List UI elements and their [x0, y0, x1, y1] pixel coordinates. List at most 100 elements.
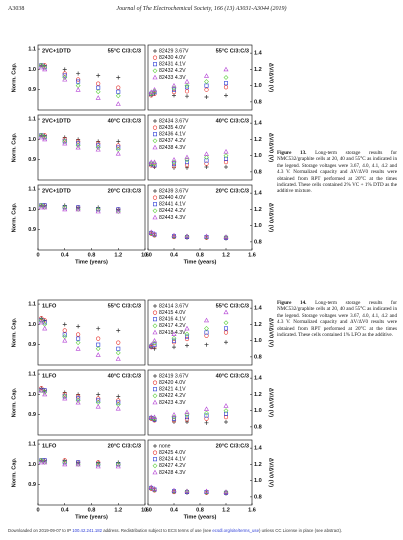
marker	[185, 94, 189, 99]
x-tick-label: 0.8	[88, 252, 96, 258]
condition-label: 40°C C/3:C/3	[108, 373, 141, 379]
marker	[62, 393, 68, 399]
marker	[148, 484, 154, 490]
marker	[95, 145, 101, 150]
legend-entry: 82429 3.67V	[159, 48, 189, 54]
condition-label: 40°C C/3:C/3	[216, 118, 249, 124]
marker	[223, 234, 229, 240]
marker	[152, 329, 158, 335]
condition-label: 20°C C/3:C/3	[216, 443, 249, 449]
marker	[62, 75, 68, 80]
legend-entry: 82437 4.2V	[159, 138, 186, 144]
marker	[224, 165, 228, 169]
marker	[75, 340, 81, 346]
y2-tick-label: 1.0	[254, 223, 262, 229]
marker	[152, 450, 158, 455]
marker	[62, 71, 67, 76]
x-tick-label: 0	[36, 507, 39, 513]
marker	[42, 134, 48, 140]
y-tick-label: 0.9	[28, 482, 36, 488]
legend-entry: none	[159, 443, 171, 449]
legend-entry: 82443 4.3V	[159, 215, 186, 221]
footer-text: address. Redistribution subject to ECS t…	[102, 528, 213, 533]
x-tick-label: 1.6	[141, 252, 149, 258]
marker	[172, 87, 177, 92]
marker	[62, 67, 67, 72]
y-tick-label: 1.0	[28, 207, 36, 213]
legend-entry: 82415 4.0V	[159, 310, 186, 316]
legend-entry: 82417 4.2V	[159, 323, 186, 329]
marker	[76, 71, 81, 76]
x-axis-label: Time (years)	[184, 514, 217, 520]
legend-entry: 82414 3.67V	[159, 303, 189, 309]
marker	[203, 233, 210, 239]
marker	[96, 73, 101, 78]
marker	[62, 204, 68, 210]
marker	[148, 159, 154, 165]
marker	[38, 319, 44, 325]
marker	[75, 346, 81, 351]
marker	[95, 346, 101, 352]
y2-tick-label: 1.4	[254, 376, 263, 382]
marker	[223, 309, 229, 315]
page-number: A3038	[8, 6, 25, 12]
marker	[115, 93, 121, 99]
marker	[62, 322, 67, 327]
marker	[151, 414, 158, 420]
marker	[185, 160, 190, 165]
marker	[75, 398, 81, 403]
marker	[116, 143, 121, 148]
x-tick-label: 1.2	[222, 252, 230, 258]
x-tick-label: 0.8	[88, 507, 96, 513]
marker	[116, 400, 121, 405]
y-tick-label: 1.0	[28, 322, 36, 328]
marker	[42, 320, 47, 325]
marker	[184, 325, 190, 331]
marker	[76, 205, 81, 210]
footer-link[interactable]: ecsdl.org/site/terms_use	[212, 528, 259, 533]
group-label: 2VC+1DTD	[42, 48, 71, 54]
marker	[152, 380, 158, 385]
marker	[62, 138, 68, 144]
y-axis-label: Norm. Cap.	[11, 202, 17, 232]
marker	[152, 195, 158, 200]
y-tick-label: 0.9	[28, 87, 36, 93]
marker	[203, 317, 210, 323]
marker	[223, 408, 229, 414]
footer-link[interactable]: 100.42.241.182	[72, 528, 103, 533]
marker	[171, 232, 177, 238]
marker	[184, 409, 190, 415]
marker	[223, 234, 229, 239]
x-axis-label: Time (years)	[75, 259, 108, 265]
caption-text: Long-term storage results for NMC532/gra…	[277, 300, 397, 339]
marker	[62, 140, 68, 146]
marker	[185, 343, 189, 348]
y-tick-label: 0.9	[28, 157, 36, 163]
caption: Figure 13. Long-term storage results for…	[277, 150, 397, 195]
marker	[172, 345, 176, 350]
marker	[204, 413, 209, 418]
marker	[151, 87, 158, 92]
marker	[115, 350, 121, 356]
marker	[203, 488, 210, 494]
marker	[204, 79, 209, 84]
condition-label: 55°C C/3:C/3	[108, 48, 141, 54]
marker	[204, 342, 209, 347]
x-tick-label: 0.4	[170, 252, 179, 258]
y-tick-label: 1.1	[28, 442, 36, 448]
marker	[223, 66, 229, 72]
group-label: 1LFO	[42, 303, 57, 309]
marker	[38, 317, 44, 323]
marker	[152, 68, 158, 74]
marker	[223, 330, 229, 335]
marker	[153, 202, 158, 207]
y2-tick-label: 1.2	[254, 322, 262, 328]
y-tick-label: 1.1	[28, 117, 36, 123]
y-tick-label: 1.1	[28, 47, 36, 53]
y2-tick-label: 1.2	[254, 392, 262, 398]
marker	[116, 346, 121, 351]
marker	[171, 83, 177, 88]
marker	[38, 387, 44, 393]
marker	[184, 89, 190, 94]
